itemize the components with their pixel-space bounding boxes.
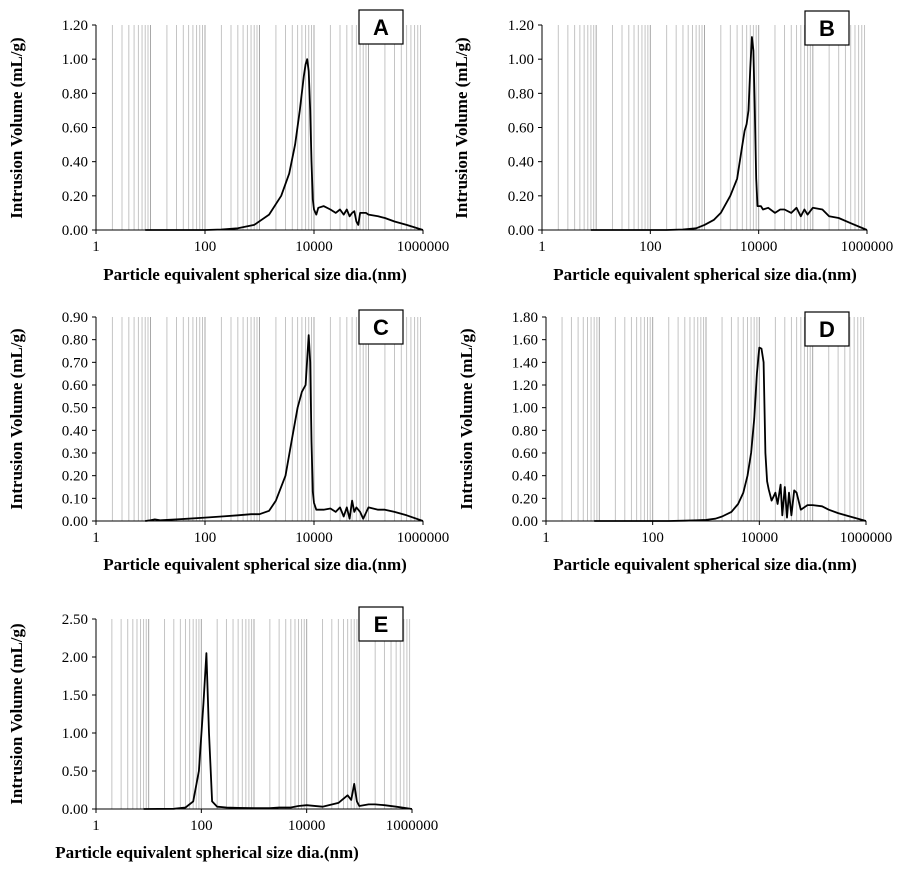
y-tick-label: 2.50 [62,612,88,628]
x-tick-label: 1000000 [386,818,439,834]
x-tick-label: 100 [194,530,217,546]
panel-label: B [819,16,835,41]
y-tick-label: 0.20 [512,491,538,507]
panel-label: E [374,612,389,637]
x-tick-label: 10000 [295,530,333,546]
chart-panel-c: 0.00 0.10 0.20 0.30 0.40 0.50 0.60 0.70 0.80 0.90… [7,309,450,574]
y-tick-label: 0.30 [62,446,88,462]
x-tick-label: 1000000 [397,239,450,255]
y-tick-label: 0.40 [508,155,534,171]
x-tick-label: 100 [641,530,664,546]
x-tick-label: 100 [194,239,217,255]
x-tick-label: 1000000 [397,530,450,546]
panel-label: D [819,317,835,342]
y-tick-label: 0.80 [62,86,88,102]
panel-label: A [373,15,389,40]
y-tick-label: 1.20 [508,18,534,34]
y-tick-label: 0.50 [62,764,88,780]
panel-label: C [373,315,389,340]
y-tick-label: 1.20 [62,18,88,34]
x-tick-label: 1 [92,239,100,255]
y-axis-label: Intrusion Volume (mL/g) [457,328,476,509]
y-tick-label: 0.00 [512,514,538,530]
x-tick-label: 1000000 [841,239,894,255]
chart-panel-a: 0.00 0.20 0.40 0.60 0.80 1.00 1.20 1 100 10000 100… [7,9,450,284]
panel-label-box [358,9,404,45]
y-tick-label: 0.60 [512,446,538,462]
y-tick-label: 0.60 [62,121,88,137]
y-tick-label: 1.60 [512,333,538,349]
y-tick-label: 0.00 [62,802,88,818]
y-tick-label: 0.40 [512,469,538,485]
y-tick-label: 0.80 [512,423,538,439]
x-axis-label: Particle equivalent spherical size dia.(… [103,555,407,574]
y-tick-label: 1.40 [512,355,538,371]
y-tick-label: 0.20 [62,189,88,205]
series-line [590,36,868,231]
x-tick-label: 1 [538,239,546,255]
panel-label-box [358,309,404,345]
x-axis-label: Particle equivalent spherical size dia.(… [553,555,857,574]
y-tick-label: 0.90 [62,310,88,326]
y-tick-label: 1.80 [512,310,538,326]
series-line [145,58,424,231]
y-tick-label: 1.00 [508,52,534,68]
y-tick-label: 0.40 [62,155,88,171]
x-tick-label: 100 [639,239,662,255]
y-axis-label: Intrusion Volume (mL/g) [7,37,26,218]
y-tick-label: 1.00 [62,52,88,68]
chart-panel-b: 0.00 0.20 0.40 0.60 0.80 1.00 1.20 1 100 10000 100… [452,10,894,284]
x-tick-label: 1 [542,530,550,546]
panel-label-box [804,311,850,347]
x-tick-label: 10000 [288,818,326,834]
x-axis-label: Particle equivalent spherical size dia.(… [55,843,359,862]
y-axis-label: Intrusion Volume (mL/g) [7,623,26,804]
x-tick-label: 10000 [740,239,778,255]
panel-label-box [358,606,404,642]
chart-panel-e: 0.00 0.50 1.00 1.50 2.00 2.50 1 100 10000 1000000… [7,606,439,862]
y-tick-label: 0.20 [62,469,88,485]
y-tick-label: 1.50 [62,688,88,704]
x-tick-label: 1000000 [840,530,893,546]
chart-panel-d: 0.00 0.20 0.40 0.60 0.80 1.00 1.20 1.40 1.60 1.80… [457,310,892,574]
y-tick-label: 0.40 [62,423,88,439]
y-tick-label: 0.00 [508,223,534,239]
x-tick-label: 10000 [295,239,333,255]
y-tick-label: 0.60 [62,378,88,394]
series-line [143,652,413,810]
x-tick-label: 1 [92,818,100,834]
y-tick-label: 0.80 [508,86,534,102]
x-tick-label: 10000 [741,530,779,546]
y-tick-label: 1.20 [512,378,538,394]
y-tick-label: 0.10 [62,491,88,507]
y-tick-label: 1.00 [62,726,88,742]
y-tick-label: 2.00 [62,650,88,666]
x-axis-label: Particle equivalent spherical size dia.(… [553,265,857,284]
series-line [145,334,424,522]
y-tick-label: 0.20 [508,189,534,205]
panel-label-box [804,10,850,46]
x-tick-label: 100 [190,818,213,834]
x-axis-label: Particle equivalent spherical size dia.(… [103,265,407,284]
y-tick-label: 0.50 [62,401,88,417]
y-tick-label: 0.70 [62,355,88,371]
y-axis-label: Intrusion Volume (mL/g) [452,37,471,218]
y-tick-label: 0.00 [62,514,88,530]
y-tick-label: 0.80 [62,333,88,349]
y-tick-label: 1.00 [512,401,538,417]
x-tick-label: 1 [92,530,100,546]
series-line [594,346,867,522]
y-tick-label: 0.00 [62,223,88,239]
y-axis-label: Intrusion Volume (mL/g) [7,328,26,509]
y-tick-label: 0.60 [508,121,534,137]
